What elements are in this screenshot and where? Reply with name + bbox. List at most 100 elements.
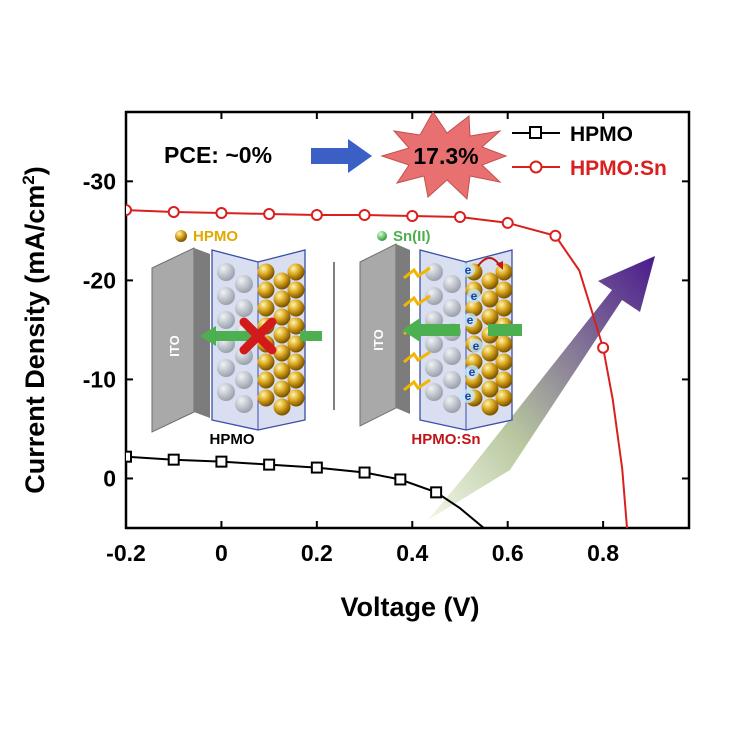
hpmo-particle [273, 380, 291, 398]
inset-caption-left: HPMO [210, 431, 255, 448]
hpmo-particle [257, 263, 275, 281]
grey-particle [443, 395, 461, 413]
x-tick-label: -0.2 [106, 540, 146, 566]
inset-legend-sn: Sn(II) [393, 228, 431, 245]
data-point-hpmo-sn [167, 206, 180, 219]
x-tick-label: 0.4 [396, 540, 428, 566]
plot-series [126, 204, 628, 528]
data-point-hpmo [394, 473, 407, 486]
data-point-hpmo [263, 458, 276, 471]
hpmo-particle [287, 281, 305, 299]
electron-glow [463, 313, 477, 327]
right-ito-label: ITO [371, 329, 386, 350]
hpmo-particle [273, 344, 291, 362]
grey-particle [235, 275, 253, 293]
electron-glow [469, 339, 483, 353]
hpmo-particle [287, 371, 305, 389]
x-tick-label: 0.2 [301, 540, 333, 566]
hpmo-particle [287, 263, 305, 281]
lightning-icon [403, 378, 431, 392]
grey-particle [235, 371, 253, 389]
hpmo-particle [287, 353, 305, 371]
efficiency-arrow [428, 256, 655, 520]
grey-particle [235, 299, 253, 317]
hpmo-particle [495, 263, 513, 281]
sn-particle-icon [377, 231, 387, 241]
pce-burst [380, 111, 508, 201]
hpmo-particle [273, 362, 291, 380]
inset-legend-hpmo: HPMO [193, 228, 238, 245]
grey-particle [425, 359, 443, 377]
data-point-hpmo [430, 486, 443, 499]
data-point-hpmo [358, 466, 371, 479]
y-tick-label: 0 [103, 465, 116, 491]
hpmo-particle [495, 281, 513, 299]
electron-label: e [465, 389, 472, 403]
lightning-icon [403, 350, 431, 364]
hpmo-particle [481, 398, 499, 416]
data-point-hpmo-sn [358, 209, 371, 222]
left-ito-label: ITO [167, 335, 182, 356]
hpmo-particle [257, 281, 275, 299]
hpmo-particle [257, 371, 275, 389]
electron-glow [461, 263, 475, 277]
electron-label: e [473, 339, 480, 353]
grey-particle [443, 371, 461, 389]
hpmo-particle [287, 389, 305, 407]
data-point-hpmo [167, 453, 180, 466]
pce-annotation: PCE: ~0% [164, 142, 272, 168]
electron-label: e [469, 365, 476, 379]
lightning-icon [403, 294, 431, 308]
data-point-hpmo-sn [501, 216, 514, 229]
x-axis-title: Voltage (V) [340, 592, 479, 622]
hpmo-particle [257, 389, 275, 407]
grey-particle [425, 335, 443, 353]
series-line-hpmo [126, 455, 485, 528]
grey-particle [425, 287, 443, 305]
hpmo-particle [257, 353, 275, 371]
hpmo-particle [495, 371, 513, 389]
right-ito-slab [359, 243, 410, 427]
hpmo-particle [481, 344, 499, 362]
hpmo-particle [495, 389, 513, 407]
electron-label: e [467, 313, 474, 327]
data-point-hpmo-sn [215, 207, 228, 220]
hpmo-particle [495, 353, 513, 371]
plot-frame [124, 110, 691, 530]
legend: HPMO HPMO:Sn [512, 123, 667, 180]
data-point-hpmo-sn [263, 208, 276, 221]
markers-hpmo-sn [126, 204, 610, 354]
grey-particle [443, 275, 461, 293]
hpmo-particle [495, 299, 513, 317]
hpmo-particle-icon [175, 230, 187, 242]
data-point-hpmo [310, 461, 323, 474]
data-point-hpmo-sn [310, 209, 323, 222]
legend-label-hpmo: HPMO [570, 123, 633, 146]
left-green-arrows [200, 326, 322, 346]
block-x-icon [239, 317, 277, 355]
y-tick-label: -30 [83, 168, 116, 194]
hpmo-particle [273, 290, 291, 308]
y-axis-title: Current Density (mA/cm2) [19, 166, 50, 494]
data-point-hpmo [126, 450, 132, 463]
grey-particle [217, 263, 235, 281]
grey-particle [217, 383, 235, 401]
x-tick-label: 0 [215, 540, 228, 566]
grey-particle [217, 287, 235, 305]
data-point-hpmo-sn [597, 341, 610, 354]
electron-glow [461, 389, 475, 403]
hpmo-particle [465, 299, 483, 317]
y-axis-title-close: ) [20, 166, 50, 175]
hpmo-particle [481, 308, 499, 326]
legend-label-hpmo-sn: HPMO:Sn [570, 157, 667, 180]
data-point-hpmo-sn [126, 204, 132, 217]
hpmo-particle [273, 272, 291, 290]
electron-label: e [465, 263, 472, 277]
hpmo-particle [273, 308, 291, 326]
hpmo-particle [481, 380, 499, 398]
hpmo-particle [273, 326, 291, 344]
grey-particle [425, 263, 443, 281]
inset-caption-right: HPMO:Sn [411, 431, 480, 448]
